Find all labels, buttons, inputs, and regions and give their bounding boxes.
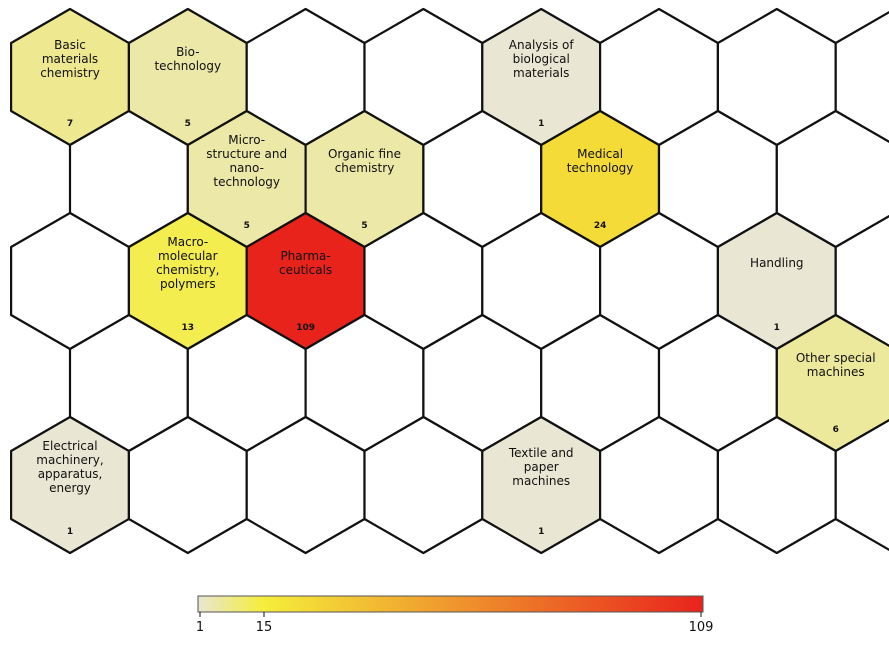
hex-label-line: Micro- (228, 133, 265, 147)
hex-count-macro-molecular-chemistry-polymers: 13 (182, 323, 195, 333)
hex-count-micro-structure-and-nano-technology: 5 (244, 221, 250, 231)
hex-label-textile-and-paper-machines: Textile and paper machines (508, 446, 574, 488)
hex-label-medical-technology: Medical technology (567, 147, 634, 175)
hex-count-electrical-machinery-apparatus-energy: 1 (67, 527, 73, 537)
hex-label-line: Analysis of (509, 38, 575, 52)
color-scale-label-min: 1 (196, 620, 204, 635)
hex-label-line: Pharma- (280, 249, 330, 263)
hex-label-line: Macro- (167, 235, 208, 249)
hex-label-other-special-machines: Other special machines (796, 351, 876, 379)
hex-label-line: structure and (206, 147, 287, 161)
hex-label-line: technology (154, 59, 221, 73)
hex-label-line: ceuticals (279, 263, 332, 277)
hex-label-line: materials (42, 52, 98, 66)
hex-label-analysis-of-biological-materials: Analysis of biological materials (509, 38, 575, 80)
hex-label-line: chemistry, (156, 263, 219, 277)
hex-label-line: chemistry (40, 66, 100, 80)
hex-label-micro-structure-and-nano-technology: Micro-structure and nano-technology (206, 133, 287, 189)
hex-label-line: machines (807, 365, 865, 379)
hex-count-analysis-of-biological-materials: 1 (538, 119, 544, 129)
hex-label-line: Organic fine (328, 147, 401, 161)
hex-label-line: energy (49, 481, 91, 495)
hex-label-line: machinery, (36, 453, 103, 467)
hex-cell-empty (834, 10, 889, 144)
hex-cells: Basic materials chemistry7Bio-technology5A… (10, 7, 889, 555)
hex-label-line: Other special (796, 351, 876, 365)
hex-label-line: chemistry (335, 161, 395, 175)
hex-cell-empty (834, 214, 889, 348)
color-scale-label-mid: 15 (256, 620, 273, 635)
hex-label-line: Bio- (176, 45, 199, 59)
hex-count-handling: 1 (774, 323, 780, 333)
hex-label-organic-fine-chemistry: Organic fine chemistry (328, 147, 401, 175)
hex-label-handling: Handling (750, 256, 804, 270)
hex-count-other-special-machines: 6 (833, 425, 839, 435)
hex-label-line: nano- (229, 161, 263, 175)
color-scale: 1 15 109 (196, 595, 714, 635)
hex-count-bio-technology: 5 (185, 119, 191, 129)
hex-label-line: paper (524, 460, 559, 474)
hex-count-textile-and-paper-machines: 1 (538, 527, 544, 537)
hex-label-pharma-ceuticals: Pharma-ceuticals (279, 249, 332, 277)
hex-label-line: Textile and (508, 446, 574, 460)
color-scale-label-max: 109 (689, 620, 714, 635)
hex-label-line: materials (513, 66, 569, 80)
hex-count-organic-fine-chemistry: 5 (361, 221, 367, 231)
hex-label-bio-technology: Bio-technology (154, 45, 221, 73)
hex-label-line: machines (512, 474, 570, 488)
hex-label-line: Electrical (42, 439, 97, 453)
hex-label-macro-molecular-chemistry-polymers: Macro-molecular chemistry, polymers (156, 235, 219, 291)
hex-label-line: Medical (577, 147, 623, 161)
hex-cell-empty (834, 418, 889, 552)
hex-count-basic-materials-chemistry: 7 (67, 119, 73, 129)
hex-label-line: biological (513, 52, 570, 66)
hex-label-line: technology (567, 161, 634, 175)
hex-label-electrical-machinery-apparatus-energy: Electrical machinery, apparatus, energy (36, 439, 103, 495)
hex-count-medical-technology: 24 (594, 221, 607, 231)
color-scale-bar (197, 595, 704, 613)
hex-label-basic-materials-chemistry: Basic materials chemistry (40, 38, 100, 80)
hex-label-line: polymers (160, 277, 216, 291)
hex-label-line: molecular (158, 249, 218, 263)
hex-label-line: Basic (54, 38, 86, 52)
hex-label-line: Handling (750, 256, 804, 270)
hex-label-line: apparatus, (38, 467, 103, 481)
hex-count-pharma-ceuticals: 109 (296, 323, 315, 333)
hex-label-line: technology (213, 175, 280, 189)
